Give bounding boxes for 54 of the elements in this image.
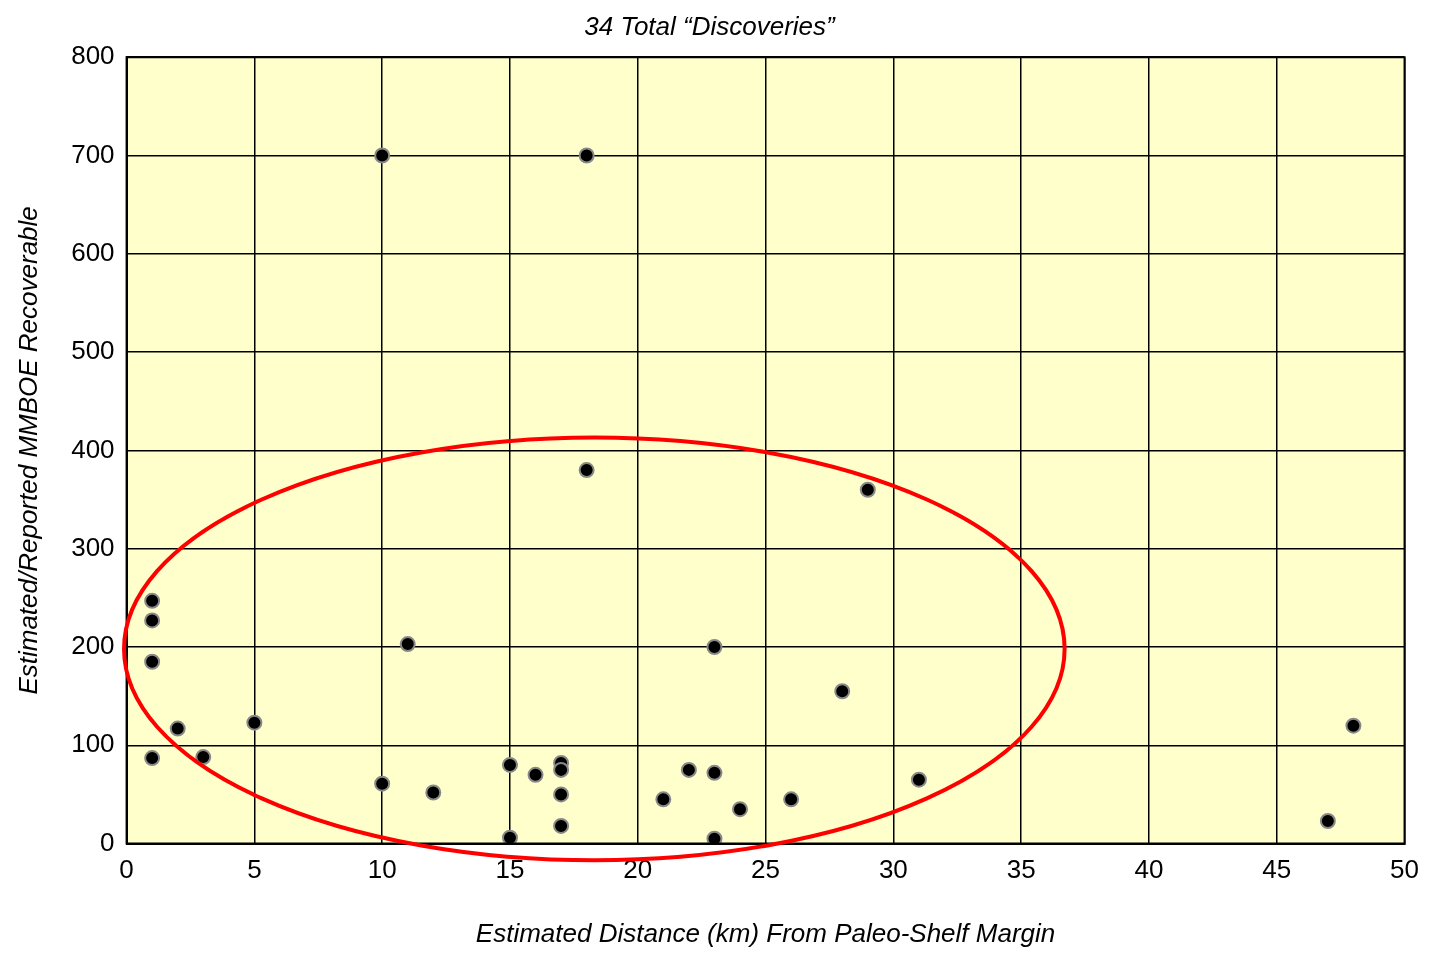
chart-title: 34 Total “Discoveries” (584, 10, 837, 41)
point (501, 829, 518, 844)
x-tick-label: 25 (751, 854, 781, 885)
point (1319, 812, 1336, 829)
point (374, 147, 391, 164)
point (553, 786, 570, 803)
x-tick-label: 0 (119, 854, 134, 885)
x-tick-label: 30 (878, 854, 908, 885)
point (859, 481, 876, 498)
x-tick-label: 20 (623, 854, 653, 885)
point (195, 749, 212, 766)
point (144, 612, 161, 629)
point (501, 756, 518, 773)
y-tick-label: 600 (71, 236, 115, 267)
point (144, 592, 161, 609)
point (399, 636, 416, 653)
y-tick-label: 800 (71, 40, 115, 71)
x-axis-title: Estimated Distance (km) From Paleo-Shelf Margin (475, 917, 1056, 948)
y-tick-label: 400 (71, 433, 115, 464)
point (910, 771, 927, 788)
point (374, 775, 391, 792)
y-tick-label: 300 (71, 531, 115, 562)
point (578, 147, 595, 164)
point (144, 750, 161, 767)
point (246, 714, 263, 731)
point (144, 653, 161, 670)
point (706, 764, 723, 781)
y-tick-label: 200 (71, 630, 115, 661)
y-tick-label: 100 (71, 728, 115, 759)
point (578, 462, 595, 479)
x-tick-label: 50 (1390, 854, 1419, 885)
y-tick-label: 0 (100, 826, 115, 857)
x-tick-label: 45 (1262, 854, 1292, 885)
x-tick-label: 5 (247, 854, 262, 885)
x-tick-label: 10 (367, 854, 397, 885)
point (706, 830, 723, 844)
point (732, 801, 748, 818)
point (680, 761, 697, 778)
point (553, 817, 570, 834)
point (655, 791, 672, 808)
point (169, 720, 186, 737)
point (527, 766, 544, 783)
point (706, 639, 723, 655)
point (1345, 717, 1362, 734)
point (425, 784, 442, 801)
y-axis-title: Estimated/Reported MMBOE Recoverable (12, 206, 43, 695)
x-tick-label: 15 (495, 854, 525, 885)
y-tick-label: 700 (71, 138, 115, 169)
point (783, 791, 800, 808)
point (553, 761, 570, 778)
y-tick-label: 500 (71, 335, 115, 366)
point (834, 683, 851, 700)
x-tick-label: 35 (1006, 854, 1036, 885)
x-tick-label: 40 (1134, 854, 1164, 885)
